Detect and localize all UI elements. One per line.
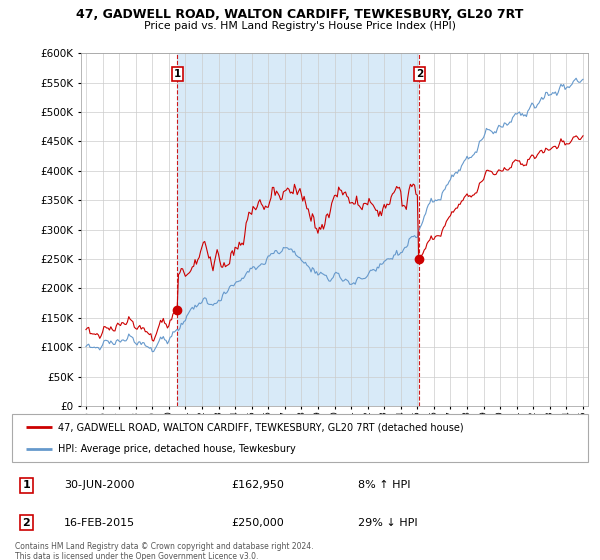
FancyBboxPatch shape [12,414,588,462]
Text: Price paid vs. HM Land Registry's House Price Index (HPI): Price paid vs. HM Land Registry's House … [144,21,456,31]
Text: £250,000: £250,000 [231,518,284,528]
Text: 8% ↑ HPI: 8% ↑ HPI [358,480,410,490]
Text: 29% ↓ HPI: 29% ↓ HPI [358,518,417,528]
Text: 30-JUN-2000: 30-JUN-2000 [64,480,134,490]
Text: 2: 2 [23,518,30,528]
Text: £162,950: £162,950 [231,480,284,490]
Text: HPI: Average price, detached house, Tewkesbury: HPI: Average price, detached house, Tewk… [58,444,296,454]
Text: 1: 1 [23,480,30,490]
Text: 16-FEB-2015: 16-FEB-2015 [64,518,135,528]
Text: 47, GADWELL ROAD, WALTON CARDIFF, TEWKESBURY, GL20 7RT: 47, GADWELL ROAD, WALTON CARDIFF, TEWKES… [76,8,524,21]
Text: 1: 1 [173,69,181,79]
Bar [177,53,419,406]
Text: Contains HM Land Registry data © Crown copyright and database right 2024.
This d: Contains HM Land Registry data © Crown c… [15,542,314,560]
Text: 47, GADWELL ROAD, WALTON CARDIFF, TEWKESBURY, GL20 7RT (detached house): 47, GADWELL ROAD, WALTON CARDIFF, TEWKES… [58,422,464,432]
Text: 2: 2 [416,69,423,79]
